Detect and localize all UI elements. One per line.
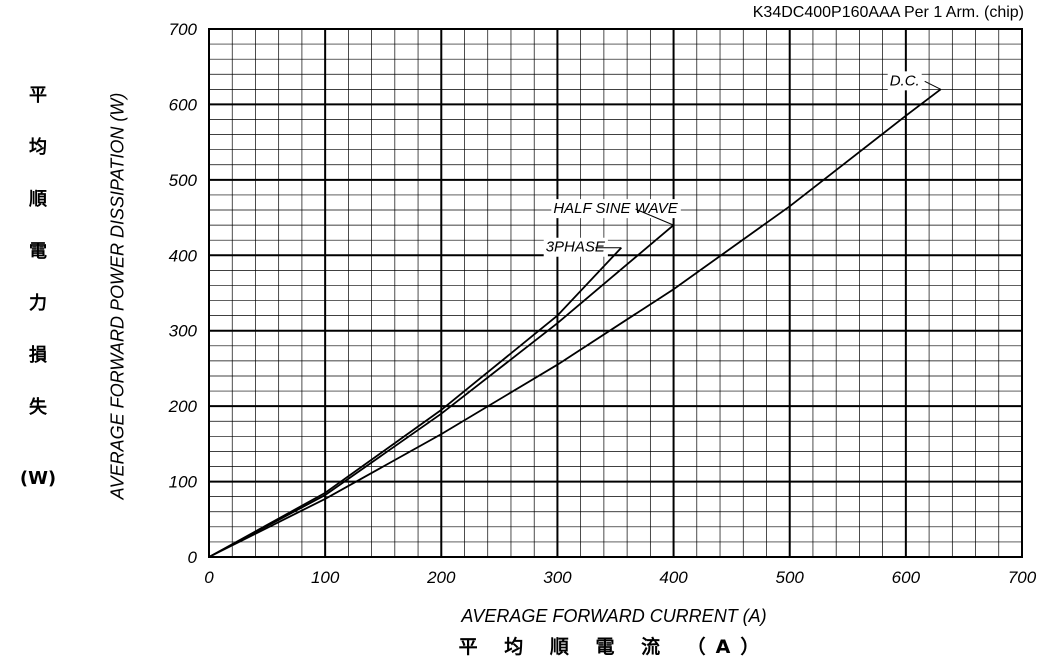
y-tick-label: 200 [168, 397, 198, 416]
jp-y-char: 平 [29, 85, 47, 106]
curve-labels: D.C. 3PHASE HALF SINE WAVE [543, 71, 941, 257]
x-tick-label: 300 [543, 568, 572, 587]
x-tick-label: 500 [776, 568, 805, 587]
y-tick-label: 100 [169, 473, 198, 492]
y-axis-japanese-label: 平 均 順 電 力 損 失 (W) [18, 85, 58, 490]
part-number-label: K34DC400P160AAA Per 1 Arm. (chip) [752, 4, 1024, 21]
x-tick-label: 0 [204, 568, 214, 587]
curve-label-leader [635, 208, 674, 226]
y-tick-label: 500 [169, 171, 198, 190]
jp-y-char: 順 [29, 189, 47, 210]
y-tick-label: 0 [188, 548, 198, 567]
curve-label: 3PHASE [546, 239, 606, 256]
jp-y-unit: (W) [19, 468, 57, 489]
minor-grid [209, 29, 1022, 557]
plot-frame [208, 28, 1023, 558]
x-axis-title: AVERAGE FORWARD CURRENT (A) [461, 606, 767, 626]
curve-label: D.C. [890, 72, 920, 89]
y-tick-label: 300 [169, 322, 198, 341]
x-tick-label: 700 [1008, 568, 1037, 587]
y-tick-label: 700 [169, 20, 198, 39]
x-axis-japanese-label: 平 均 順 電 流 （A） [458, 636, 770, 658]
series-line [208, 224, 675, 558]
x-tick-label: 100 [311, 568, 340, 587]
jp-y-char: 失 [29, 397, 47, 418]
major-grid [208, 28, 1023, 558]
tick-labels: 0 100 200 300 400 500 600 700 0 100 200 300 400 500 60… [168, 20, 1037, 587]
x-tick-label: 400 [659, 568, 688, 587]
jp-y-char: 損 [29, 345, 47, 366]
x-tick-label: 600 [892, 568, 921, 587]
jp-y-char: 均 [29, 137, 47, 158]
jp-y-char: 電 [29, 241, 47, 262]
curve-label-background [551, 199, 681, 219]
series-lines [208, 88, 942, 558]
curve-label-leader [924, 80, 941, 90]
series-line [208, 88, 942, 558]
series-line [208, 247, 622, 558]
curve-label: HALF SINE WAVE [553, 200, 678, 217]
curve-label-background [543, 237, 608, 257]
curve-label-background [887, 71, 922, 91]
jp-y-char: 力 [29, 293, 47, 314]
y-tick-label: 600 [169, 95, 198, 114]
x-tick-label: 200 [426, 568, 456, 587]
y-tick-label: 400 [169, 246, 198, 265]
